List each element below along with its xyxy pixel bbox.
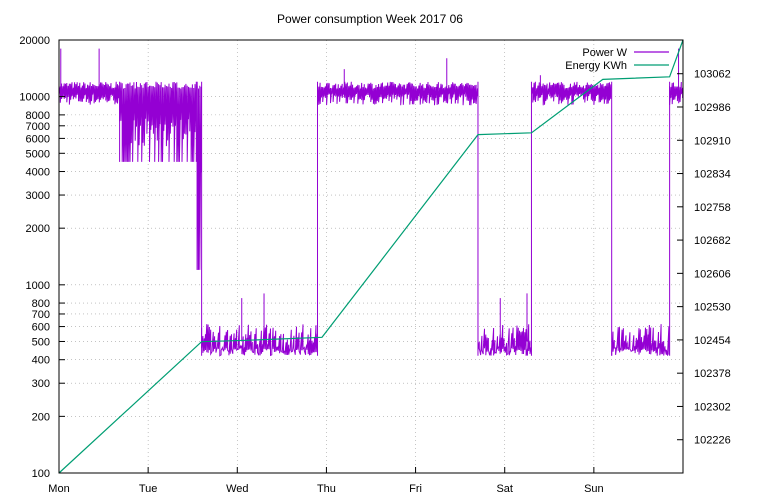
left-tick-label: 600 bbox=[32, 322, 50, 334]
power-segment bbox=[669, 81, 684, 106]
left-tick-label: 20000 bbox=[19, 35, 50, 47]
legend-label: Power W bbox=[582, 47, 627, 59]
left-tick-label: 400 bbox=[32, 355, 50, 367]
left-tick-label: 10000 bbox=[19, 92, 50, 104]
left-tick-label: 500 bbox=[32, 336, 50, 348]
right-tick-label: 102606 bbox=[694, 268, 731, 280]
power-segment bbox=[119, 81, 197, 162]
energy-line bbox=[58, 39, 684, 474]
right-axis-ticks: 102226 102302 102378 102454 102530 102606 1026… bbox=[677, 69, 731, 447]
left-tick-label: 200 bbox=[32, 411, 50, 423]
power-segment bbox=[611, 324, 670, 356]
right-tick-label: 102834 bbox=[694, 169, 731, 181]
left-tick-label: 7000 bbox=[26, 121, 50, 133]
plot-frame bbox=[58, 39, 684, 474]
x-tick-label: Thu bbox=[317, 483, 336, 495]
left-tick-label: 300 bbox=[32, 378, 50, 390]
right-tick-label: 102758 bbox=[694, 202, 731, 214]
legend-label: Energy KWh bbox=[565, 60, 627, 72]
x-tick-label: Sat bbox=[496, 483, 513, 495]
left-tick-label: 100 bbox=[32, 468, 50, 480]
x-tick-label: Wed bbox=[226, 483, 248, 495]
x-axis-ticks: Mon Tue Wed Thu Fri Sat Sun bbox=[48, 467, 604, 495]
left-tick-label: 6000 bbox=[26, 133, 50, 145]
right-tick-label: 102454 bbox=[694, 335, 731, 347]
power-series bbox=[58, 48, 684, 357]
left-tick-label: 2000 bbox=[26, 223, 50, 235]
right-tick-label: 102986 bbox=[694, 102, 731, 114]
x-tick-label: Mon bbox=[48, 483, 69, 495]
power-segment bbox=[317, 81, 478, 106]
energy-series bbox=[58, 39, 684, 474]
power-segment bbox=[201, 324, 318, 357]
left-tick-label: 8000 bbox=[26, 110, 50, 122]
right-tick-label: 102302 bbox=[694, 401, 731, 413]
left-tick-label: 3000 bbox=[26, 190, 50, 202]
power-segment bbox=[531, 81, 612, 106]
right-tick-label: 102378 bbox=[694, 368, 731, 380]
left-tick-label: 5000 bbox=[26, 148, 50, 160]
left-tick-label: 700 bbox=[32, 309, 50, 321]
right-tick-label: 103062 bbox=[694, 69, 731, 81]
left-tick-label: 800 bbox=[32, 298, 50, 310]
left-tick-label: 1000 bbox=[26, 280, 50, 292]
right-tick-label: 102226 bbox=[694, 435, 731, 447]
right-tick-label: 102530 bbox=[694, 302, 731, 314]
power-segment bbox=[477, 324, 532, 356]
right-tick-label: 102682 bbox=[694, 235, 731, 247]
x-tick-label: Tue bbox=[139, 483, 158, 495]
power-segment bbox=[196, 85, 202, 270]
x-tick-label: Sun bbox=[584, 483, 604, 495]
chart-title: Power consumption Week 2017 06 bbox=[277, 12, 463, 26]
x-tick-label: Fri bbox=[409, 483, 422, 495]
power-segment bbox=[58, 81, 120, 105]
left-tick-label: 4000 bbox=[26, 167, 50, 179]
right-tick-label: 102910 bbox=[694, 135, 731, 147]
